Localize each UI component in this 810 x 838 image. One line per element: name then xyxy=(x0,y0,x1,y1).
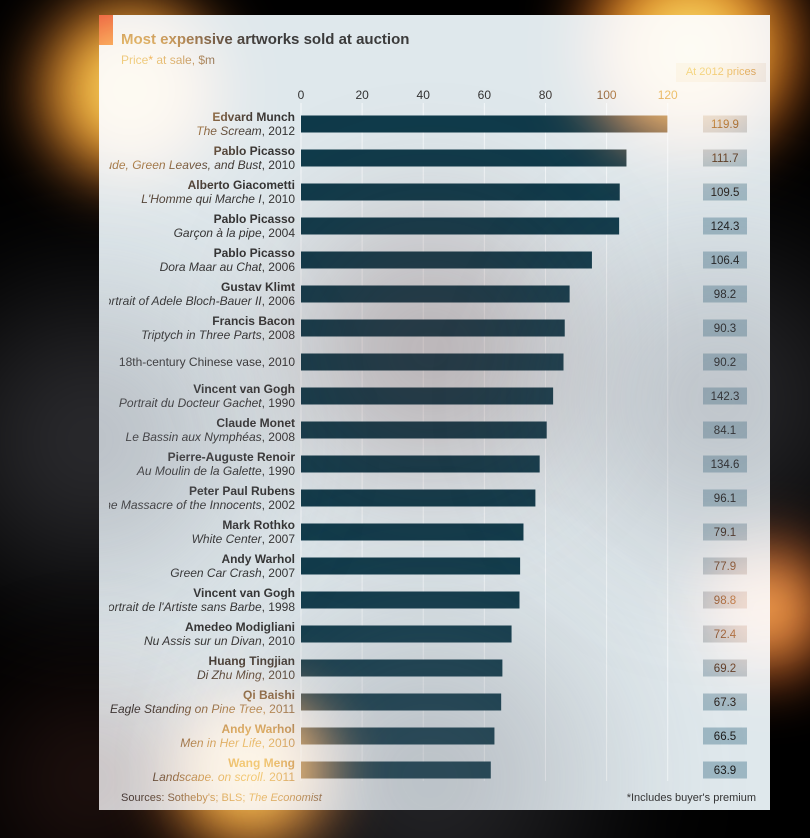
work-label: Portrait du Docteur Gachet, 1990 xyxy=(119,396,295,410)
bar xyxy=(301,456,540,473)
price-2012: 67.3 xyxy=(714,697,736,709)
footnote: *Includes buyer's premium xyxy=(627,792,756,804)
price-2012: 106.4 xyxy=(711,255,740,267)
bar xyxy=(301,524,523,541)
work-label: L'Homme qui Marche I, 2010 xyxy=(141,192,295,206)
artist-label: Peter Paul Rubens xyxy=(189,484,295,498)
work-label: Garçon à la pipe, 2004 xyxy=(174,226,296,240)
price-2012: 90.3 xyxy=(714,323,736,335)
x-tick-label: 0 xyxy=(298,89,305,102)
price-2012: 77.9 xyxy=(714,561,736,573)
bar xyxy=(301,762,491,779)
sources-text: Sources: Sotheby's; BLS; xyxy=(121,792,248,804)
bar xyxy=(301,252,592,269)
work-label: Nude, Green Leaves, and Bust, 2010 xyxy=(109,158,295,172)
artist-label: Pierre-Auguste Renoir xyxy=(168,450,296,464)
price-2012: 69.2 xyxy=(714,663,736,675)
artist-label: Amedeo Modigliani xyxy=(185,620,295,634)
x-tick-label: 80 xyxy=(539,89,553,102)
price-2012: 90.2 xyxy=(714,357,736,369)
work-label: Green Car Crash, 2007 xyxy=(170,566,295,580)
work-label: Nu Assis sur un Divan, 2010 xyxy=(144,634,295,648)
bar xyxy=(301,422,547,439)
bar xyxy=(301,320,565,337)
bar xyxy=(301,150,626,167)
artist-label: Mark Rothko xyxy=(222,518,295,532)
artist-label: Pablo Picasso xyxy=(214,212,295,226)
artist-label: Vincent van Gogh xyxy=(193,382,295,396)
artist-label: Qi Baishi xyxy=(243,688,295,702)
x-tick-label: 40 xyxy=(417,89,431,102)
work-label: Dora Maar au Chat, 2006 xyxy=(160,260,296,274)
price-2012: 111.7 xyxy=(711,153,738,165)
work-label: Eagle Standing on Pine Tree, 2011 xyxy=(110,702,295,716)
sources-line: Sources: Sotheby's; BLS; The Economist xyxy=(121,792,322,804)
price-2012: 84.1 xyxy=(714,425,736,437)
subtitle-suffix: at sale, $m xyxy=(153,53,215,67)
artist-label: Andy Warhol xyxy=(221,722,295,736)
bar xyxy=(301,354,564,371)
work-label: 18th-century Chinese vase, 2010 xyxy=(119,355,295,369)
price-2012: 119.9 xyxy=(711,119,739,131)
artist-label: Pablo Picasso xyxy=(214,246,295,260)
work-label: Le Bassin aux Nymphéas, 2008 xyxy=(126,430,296,444)
legend-2012-prices: At 2012 prices xyxy=(676,63,766,82)
chart-card: Most expensive artworks sold at auction … xyxy=(99,15,770,810)
bar xyxy=(301,660,502,677)
x-tick-label: 20 xyxy=(355,89,369,102)
price-2012: 96.1 xyxy=(714,493,736,505)
work-label: Au Moulin de la Galette, 1990 xyxy=(136,464,295,478)
chart-title: Most expensive artworks sold at auction xyxy=(121,31,409,48)
bar-chart: 0 20 40 60 80 100 120 Edvard MunchThe Scream, 2… xyxy=(109,89,759,781)
artist-label: Wang Meng xyxy=(228,756,295,770)
work-label: The Massacre of the Innocents, 2002 xyxy=(109,498,295,512)
artist-label: Claude Monet xyxy=(216,416,295,430)
price-2012: 79.1 xyxy=(714,527,736,539)
bar xyxy=(301,626,512,643)
bar xyxy=(301,558,520,575)
work-label: Portrait de l'Artiste sans Barbe, 1998 xyxy=(109,600,295,614)
price-2012: 124.3 xyxy=(711,221,740,233)
x-tick-label: 100 xyxy=(597,89,617,102)
work-label: Landscape, on scroll, 2011 xyxy=(152,770,295,781)
work-label: White Center, 2007 xyxy=(192,532,296,546)
bar xyxy=(301,592,520,609)
work-label: The Scream, 2012 xyxy=(196,124,295,138)
x-tick-label: 60 xyxy=(478,89,492,102)
sources-ital: The Economist xyxy=(248,792,321,804)
work-label: Triptych in Three Parts, 2008 xyxy=(141,328,295,342)
price-2012: 66.5 xyxy=(714,731,736,743)
bar xyxy=(301,728,494,745)
artist-label: Gustav Klimt xyxy=(221,280,295,294)
work-label: Men in Her Life, 2010 xyxy=(180,736,295,750)
artist-label: Vincent van Gogh xyxy=(193,586,295,600)
price-2012: 72.4 xyxy=(714,629,737,641)
price-2012: 134.6 xyxy=(711,459,740,471)
x-tick-label: 120 xyxy=(658,89,678,102)
bar xyxy=(301,116,667,133)
artist-label: Alberto Giacometti xyxy=(188,178,295,192)
bar xyxy=(301,184,620,201)
price-2012: 98.8 xyxy=(714,595,736,607)
price-2012: 142.3 xyxy=(711,391,740,403)
artist-label: Andy Warhol xyxy=(221,552,295,566)
artist-label: Huang Tingjian xyxy=(209,654,295,668)
price-2012: 63.9 xyxy=(714,765,736,777)
work-label: Di Zhu Ming, 2010 xyxy=(197,668,295,682)
artist-label: Edvard Munch xyxy=(212,110,295,124)
price-2012: 98.2 xyxy=(714,289,736,301)
economist-red-tab xyxy=(99,15,113,45)
artist-label: Pablo Picasso xyxy=(214,144,295,158)
price-2012: 109.5 xyxy=(711,187,740,199)
artist-label: Francis Bacon xyxy=(212,314,295,328)
bar xyxy=(301,286,570,303)
subtitle-prefix: Price xyxy=(121,53,148,67)
screenshot-stage: Most expensive artworks sold at auction … xyxy=(0,0,810,838)
bar xyxy=(301,694,501,711)
chart-subtitle: Price* at sale, $m xyxy=(121,53,215,67)
bar xyxy=(301,490,535,507)
work-label: Portrait of Adele Bloch-Bauer II, 2006 xyxy=(109,294,295,308)
bar xyxy=(301,218,619,235)
bar xyxy=(301,388,553,405)
